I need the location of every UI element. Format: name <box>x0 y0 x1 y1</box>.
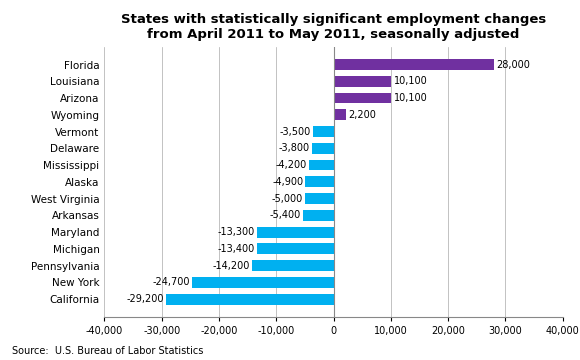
Bar <box>334 109 346 120</box>
Bar <box>334 59 494 70</box>
Text: 28,000: 28,000 <box>496 59 530 69</box>
Text: -13,400: -13,400 <box>218 244 255 254</box>
Bar <box>303 210 333 221</box>
Bar <box>192 277 334 288</box>
Bar <box>257 243 334 254</box>
Text: -14,200: -14,200 <box>212 261 250 271</box>
Bar <box>311 143 334 154</box>
Text: 10,100: 10,100 <box>394 76 427 86</box>
Bar <box>252 260 334 271</box>
Text: 2,200: 2,200 <box>349 110 376 120</box>
Bar <box>305 193 334 204</box>
Title: States with statistically significant employment changes
from April 2011 to May : States with statistically significant em… <box>121 13 546 41</box>
Text: -4,200: -4,200 <box>276 160 307 170</box>
Text: -3,800: -3,800 <box>278 143 310 153</box>
Text: -13,300: -13,300 <box>218 227 255 237</box>
Text: -4,900: -4,900 <box>272 177 303 187</box>
Bar <box>258 226 333 238</box>
Bar <box>334 93 392 103</box>
Text: -29,200: -29,200 <box>126 294 164 304</box>
Bar <box>334 76 392 87</box>
Bar <box>306 176 334 187</box>
Bar <box>310 159 334 171</box>
Bar <box>313 126 334 137</box>
Text: -24,700: -24,700 <box>152 277 190 287</box>
Bar <box>166 294 334 305</box>
Text: 10,100: 10,100 <box>394 93 427 103</box>
Text: -3,500: -3,500 <box>280 126 311 136</box>
Text: -5,400: -5,400 <box>269 210 300 220</box>
Text: -5,000: -5,000 <box>271 194 303 203</box>
Text: Source:  U.S. Bureau of Labor Statistics: Source: U.S. Bureau of Labor Statistics <box>12 346 203 356</box>
